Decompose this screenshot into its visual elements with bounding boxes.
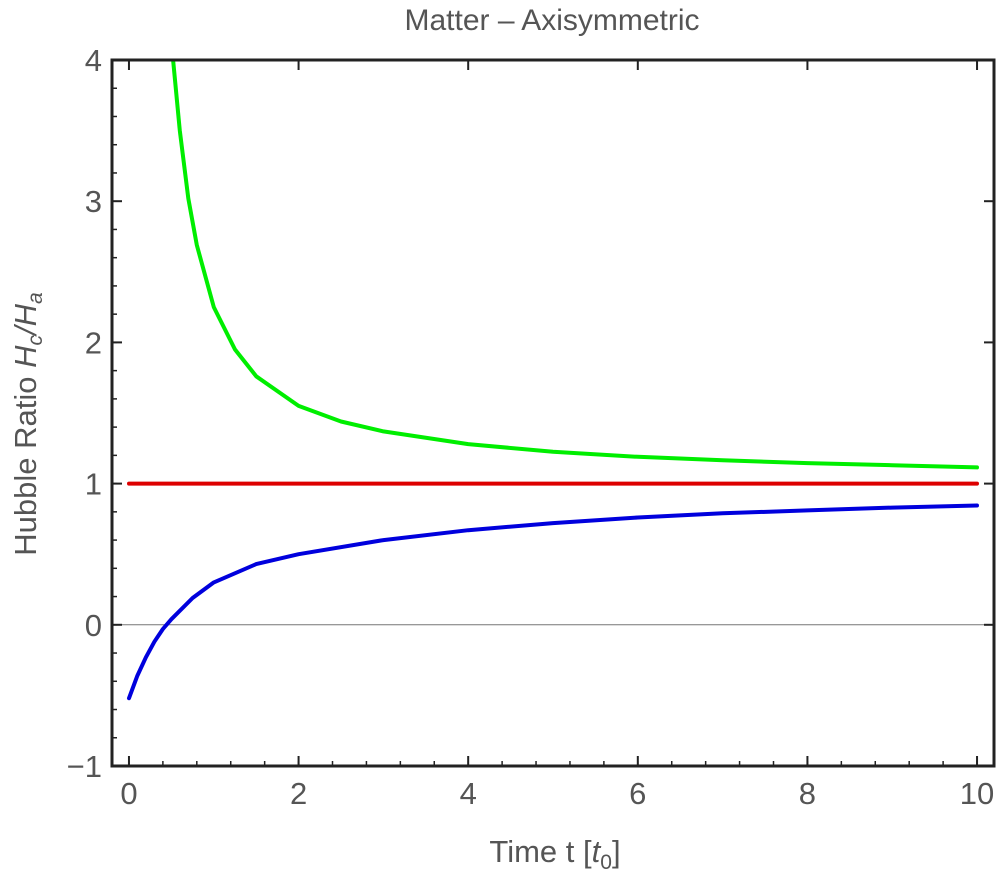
y-tick-label: 0 bbox=[85, 608, 102, 643]
y-tick-label: −1 bbox=[67, 749, 102, 784]
y-tick-label: 1 bbox=[85, 467, 102, 502]
y-axis-title-num-var: H bbox=[8, 345, 43, 368]
x-tick-label: 4 bbox=[460, 776, 477, 811]
plot-area: 0 2 4 6 8 10 −1 0 1 2 3 4 bbox=[67, 43, 996, 811]
series-line-0 bbox=[171, 60, 979, 470]
x-axis-title-sub: 0 bbox=[600, 851, 612, 874]
y-axis-title-prefix: Hubble Ratio bbox=[8, 368, 43, 556]
x-tick-label: 10 bbox=[960, 776, 994, 811]
y-tick-label: 3 bbox=[85, 184, 102, 219]
x-axis-title: Time t [t0] bbox=[489, 834, 620, 874]
x-tick-label: 2 bbox=[290, 776, 307, 811]
x-tick-label: 6 bbox=[629, 776, 646, 811]
x-axis-title-suffix: ] bbox=[612, 834, 621, 869]
x-tick-label: 0 bbox=[120, 776, 137, 811]
chart-title: Matter – Axisymmetric bbox=[404, 4, 699, 37]
y-tick-label: 2 bbox=[85, 325, 102, 360]
y-axis-title-num-sub: c bbox=[24, 334, 47, 345]
x-axis-title-var: t bbox=[592, 834, 602, 869]
series-line-2 bbox=[127, 503, 979, 701]
y-axis-title: Hubble Ratio Hc/Ha bbox=[8, 292, 47, 555]
y-axis-title-den-sub: a bbox=[24, 292, 47, 304]
y-tick-label: 4 bbox=[85, 43, 102, 78]
x-axis-title-prefix: Time t [ bbox=[489, 834, 592, 869]
plot-frame bbox=[110, 58, 996, 768]
y-axis-title-den-var: H bbox=[8, 303, 43, 326]
x-tick-label: 8 bbox=[799, 776, 816, 811]
y-axis-title-slash: / bbox=[8, 323, 43, 337]
